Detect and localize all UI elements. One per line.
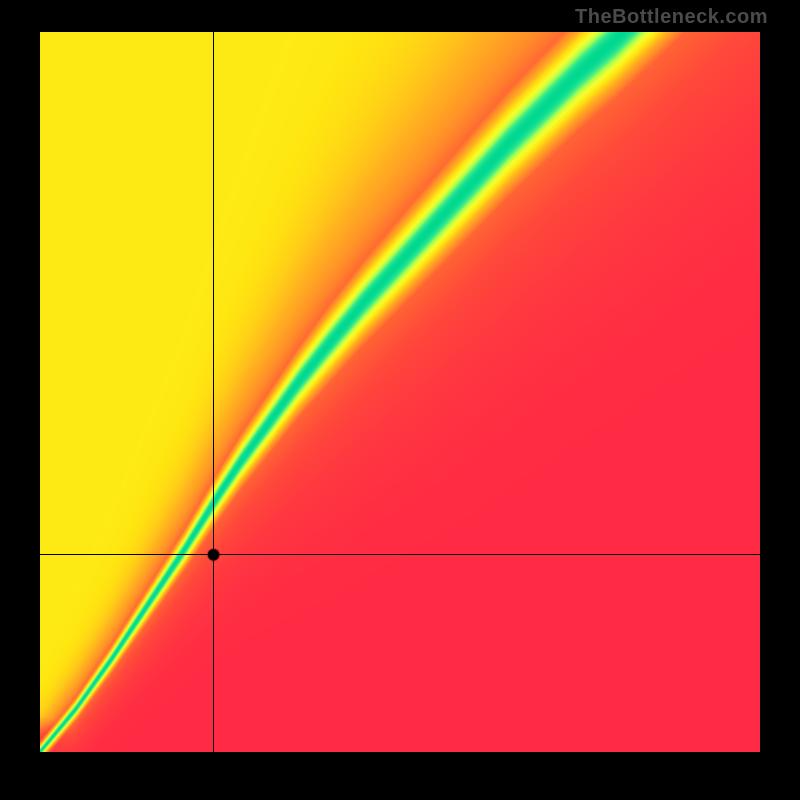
crosshair-horizontal xyxy=(40,554,760,555)
plot-area xyxy=(40,32,760,752)
bottleneck-heatmap xyxy=(40,32,760,752)
crosshair-vertical xyxy=(213,32,214,752)
chart-container: TheBottleneck.com xyxy=(0,0,800,800)
watermark-text: TheBottleneck.com xyxy=(575,6,768,29)
